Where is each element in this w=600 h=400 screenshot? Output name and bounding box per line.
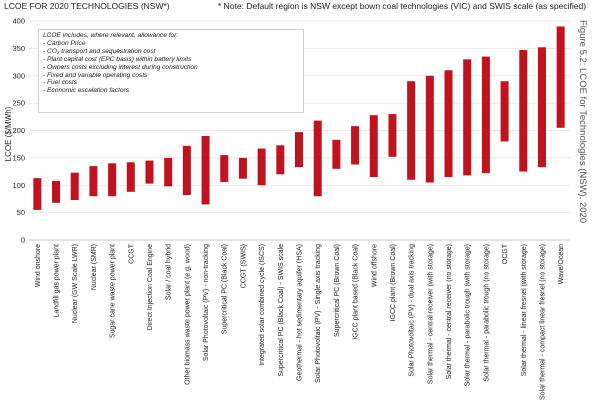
x-tick-label: Wave/Ocean	[558, 244, 565, 284]
chart-note: * Note: Default region is NSW except bow…	[218, 1, 586, 11]
x-tick-label: Geothermal - hot sedimentary aquifer (HS…	[297, 244, 304, 381]
range-bar	[407, 81, 416, 180]
assumption-item: Owners costs excluding interest during c…	[43, 64, 299, 72]
y-tick-label: 250	[12, 99, 25, 108]
x-tick-label: Direct Injection Coal Engine	[147, 244, 154, 330]
assumptions-title: LCOE includes, where relevant, allowance…	[43, 32, 179, 39]
x-tick-label: Solar thermal - compact linear fresnel (…	[539, 244, 546, 400]
range-bar	[444, 70, 453, 178]
assumption-item: CO₂ transport and sequestration cost	[43, 48, 299, 56]
x-tick-label: IGCC plant based (Black Coal)	[353, 244, 360, 340]
range-bar	[537, 47, 546, 168]
y-tick-label: 400	[12, 17, 25, 26]
assumption-item: Fuel costs	[43, 79, 299, 87]
x-tick-label: Solar Photovoltaic (PV) - Single axis tr…	[315, 244, 322, 383]
range-bar	[351, 126, 360, 165]
x-tick-label: OCGT	[502, 243, 509, 264]
y-tick-label: 0	[21, 236, 25, 245]
assumption-item: Fixed and variable operating costs	[43, 72, 299, 80]
x-tick-label: Supercritical PC (Brown Coal)	[334, 244, 341, 337]
range-bar	[70, 172, 79, 201]
range-bar	[313, 120, 322, 197]
y-tick-label: 350	[12, 44, 25, 53]
x-tick-label: Integrated solar combined cycle (ISCS)	[259, 244, 266, 366]
figure-label: Figure 5.2: LCOE for Technologies (NSW),…	[577, 20, 588, 223]
x-tick-label: Solar thermal - central receiver (no sto…	[446, 244, 453, 379]
x-tick-label: CCGT (SWIS)	[240, 244, 247, 288]
range-bar	[463, 59, 472, 176]
range-bar	[89, 166, 98, 197]
range-bar	[276, 145, 285, 175]
range-bar	[295, 132, 303, 168]
x-tick-label: Other biomass waste power plant (e.g. wo…	[184, 244, 191, 385]
range-bar	[481, 56, 490, 174]
range-bar	[556, 26, 565, 128]
x-tick-label: IGCC plant (Brown Coal)	[390, 244, 397, 321]
range-bar	[500, 81, 509, 142]
x-tick-label: Supercritical PC (Black Coal)	[222, 244, 229, 334]
range-bar	[238, 157, 247, 179]
x-tick-label: Supercritical PC (Black Coal) - SWIS sca…	[278, 244, 285, 377]
y-tick-label: 200	[12, 126, 25, 135]
range-bar	[369, 115, 378, 178]
x-tick-label: Solar thermal - linear fresnel (with sto…	[521, 244, 528, 376]
y-tick-labels: 0 50 100 150 200 250 300 350 400	[12, 17, 25, 245]
range-bar	[52, 180, 61, 203]
x-tick-label: Solar thermal - central receiver (with s…	[427, 244, 434, 384]
x-tick-label: Landfill gas power plant	[54, 244, 61, 318]
range-bar	[201, 135, 210, 205]
range-bar	[257, 148, 266, 186]
range-bar	[164, 157, 173, 187]
range-bar	[108, 163, 117, 197]
chart-title: LCOE FOR 2020 TECHNOLOGIES (NSW*)	[4, 1, 170, 11]
x-tick-label: Solar / coal hybrid	[166, 244, 173, 300]
range-bar	[145, 160, 154, 184]
x-tick-label: Sugar cane waste power plant	[110, 244, 117, 338]
range-bar	[388, 114, 397, 157]
range-bar	[519, 50, 528, 172]
y-tick-label: 150	[12, 153, 25, 162]
y-axis-label: LCOE ($/MWh)	[4, 106, 13, 161]
x-tick-label: Wind onshore	[35, 244, 42, 287]
assumptions-box: LCOE includes, where relevant, allowance…	[38, 29, 304, 113]
range-bar	[126, 162, 135, 192]
x-tick-label: CCGT	[128, 243, 135, 264]
x-tick-label: Solar thermal - parabolic trough (no sto…	[483, 244, 490, 382]
x-tick-label: Wind offshore	[371, 244, 378, 287]
assumption-item: Plant capital cost (EPC basis) within ba…	[43, 56, 299, 64]
x-tick-labels: Wind onshore Landfill gas power plant Nucl…	[35, 243, 565, 400]
x-tick-label: Solar Photovoltaic (PV) - non-tracking	[203, 244, 210, 361]
range-bar	[33, 178, 42, 210]
y-tick-label: 100	[12, 181, 25, 190]
y-tick-label: 300	[12, 71, 25, 80]
range-bar	[182, 145, 191, 196]
x-tick-label: Solar thermal - parabolic trough (with s…	[465, 244, 472, 386]
range-bar	[425, 75, 434, 183]
x-tick-label: Solar Photovoltaic (PV) - dual axis trac…	[409, 244, 416, 377]
assumptions-list: Carbon Price CO₂ transport and sequestra…	[43, 40, 299, 95]
y-tick-label: 50	[17, 208, 25, 217]
assumption-item: Carbon Price	[43, 40, 299, 48]
range-bar	[220, 155, 229, 182]
x-tick-label: Nuclear (SMR)	[91, 244, 98, 290]
range-bar	[332, 139, 341, 169]
bar-series	[33, 26, 565, 210]
x-tick-label: Nuclear (GW Scale LWR)	[72, 244, 79, 323]
assumption-item: Economic escalation factors	[43, 87, 299, 95]
